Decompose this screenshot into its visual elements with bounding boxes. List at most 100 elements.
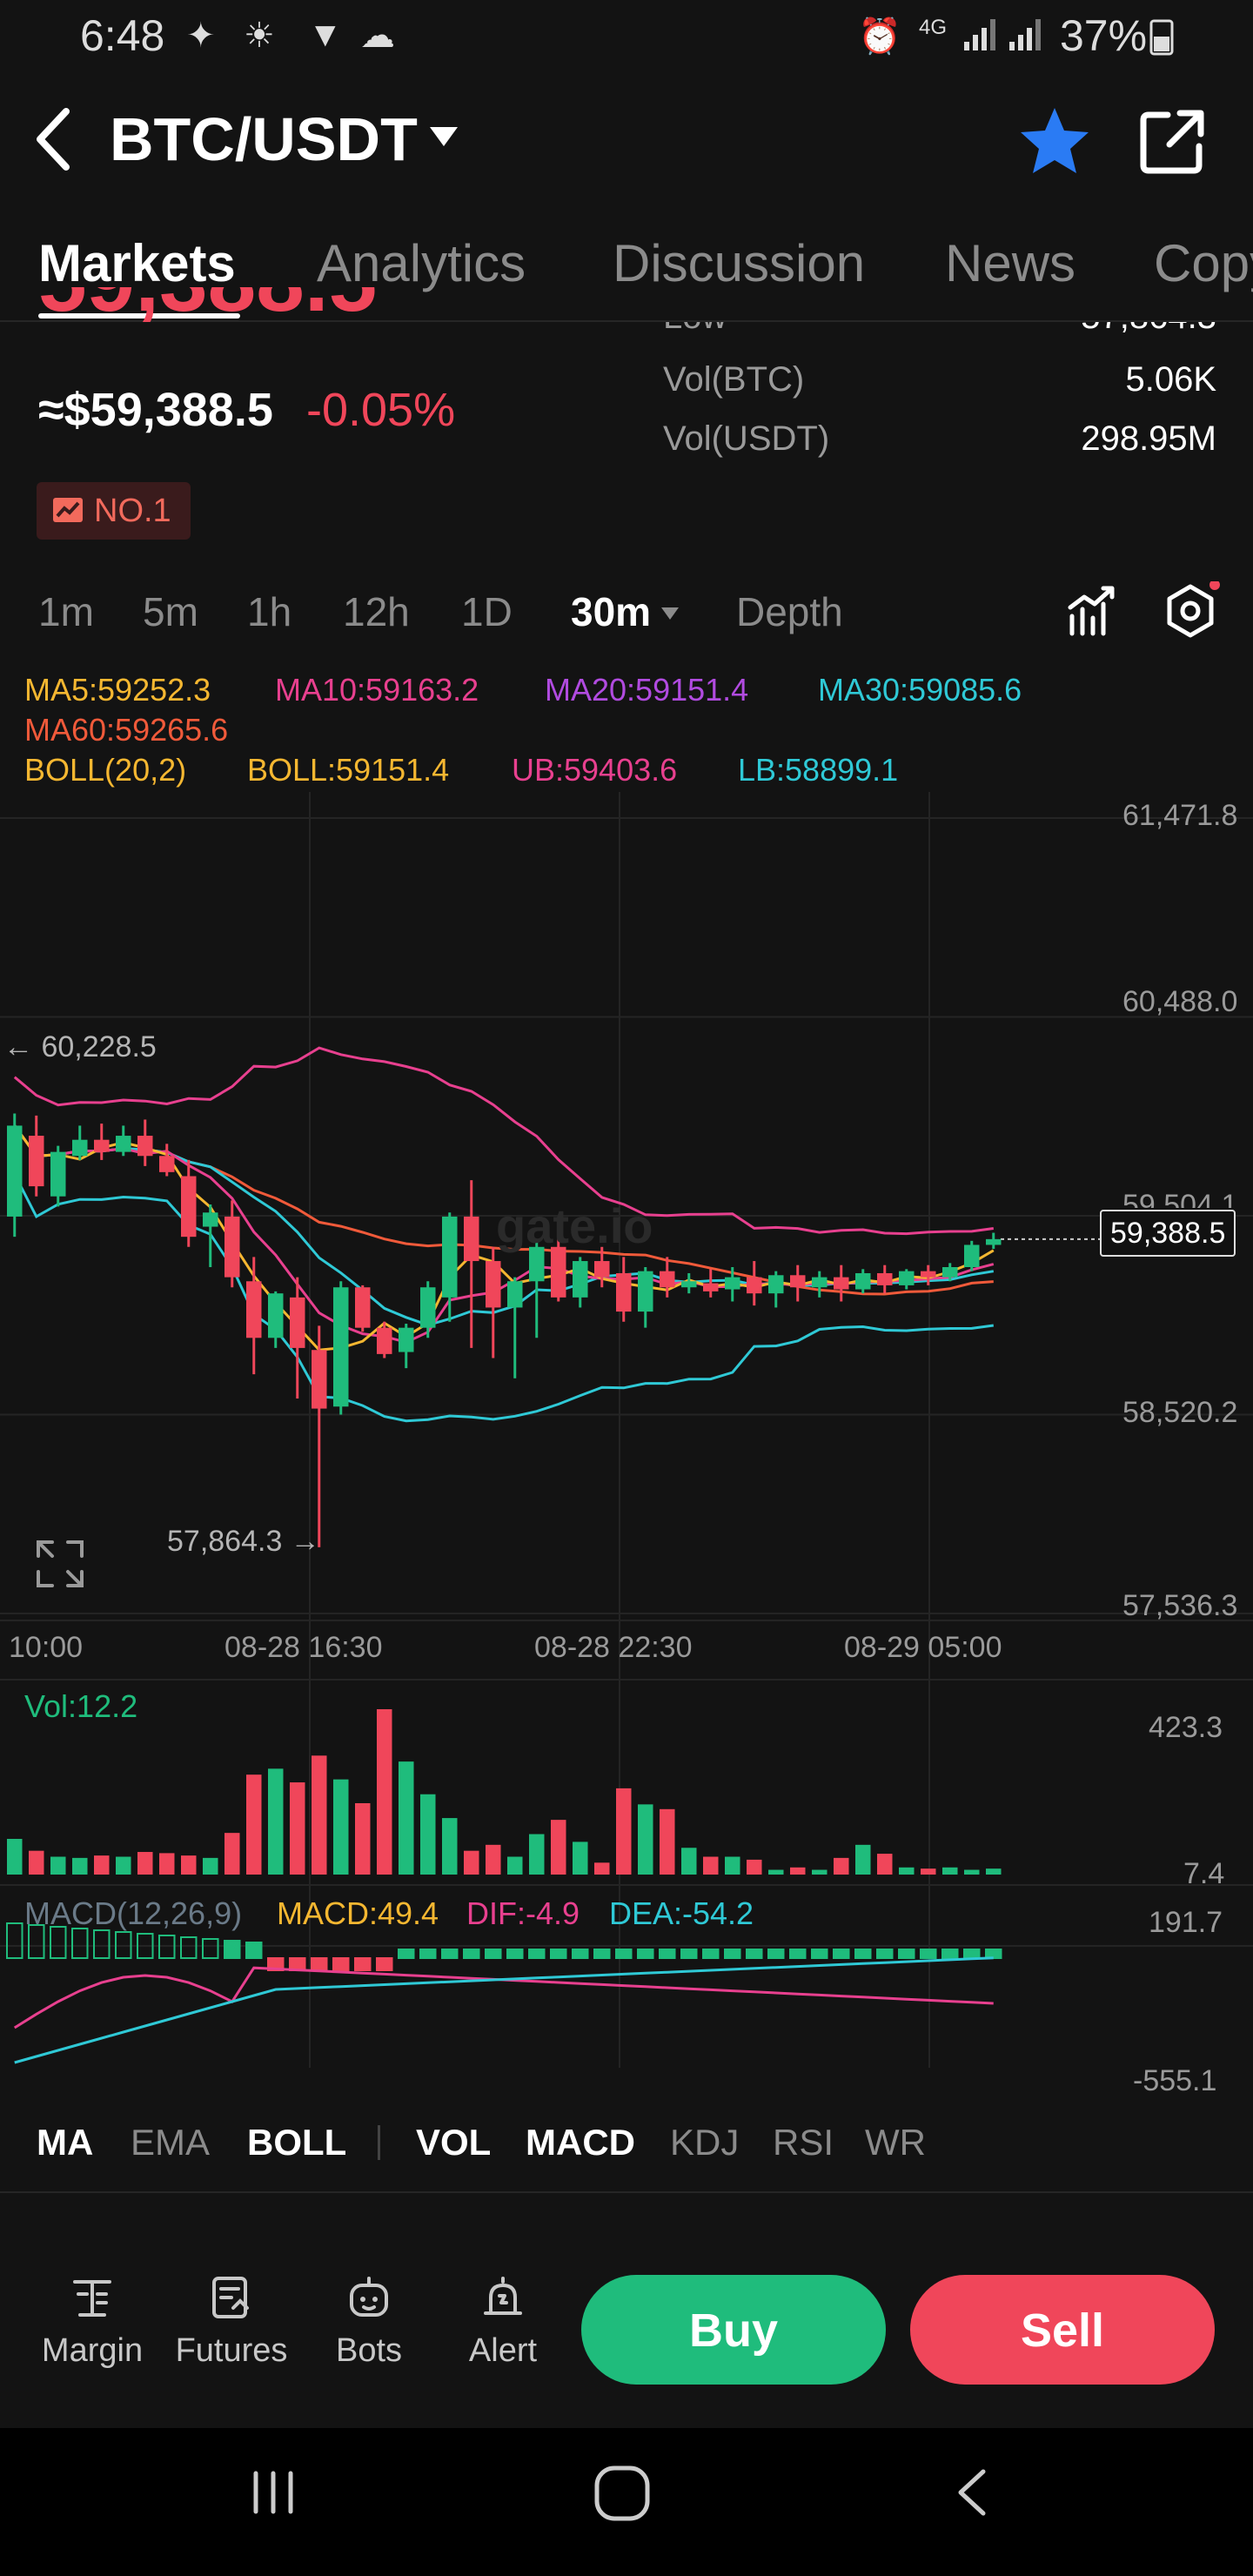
candle-body	[420, 1287, 436, 1328]
volume-bar	[399, 1761, 414, 1875]
status-bar: 6:48 ✦ ☀ ▼ ☁ ⏰ 4G 37%	[0, 0, 1253, 73]
tab-news[interactable]: News	[945, 234, 1076, 292]
legend-ma20: MA20:59151.4	[545, 672, 749, 708]
chevron-down-icon[interactable]	[426, 124, 461, 150]
back-nav-icon[interactable]	[950, 2466, 994, 2519]
usd-price: ≈$59,388.5	[38, 384, 273, 436]
volume-bar	[725, 1856, 740, 1875]
candle-body	[594, 1261, 610, 1278]
ind-tab-kdj[interactable]: KDJ	[670, 2122, 740, 2163]
x-tick: 08-29 05:00	[844, 1631, 1002, 1664]
volume-bar	[703, 1856, 719, 1875]
rank-badge[interactable]: NO.1	[37, 482, 191, 540]
volume-bar	[290, 1782, 305, 1875]
buy-button[interactable]: Buy	[581, 2275, 886, 2385]
futures-label: Futures	[175, 2332, 288, 2369]
candle-body	[529, 1246, 545, 1282]
macd-histogram-bar	[202, 1938, 219, 1959]
volume-bar	[921, 1868, 936, 1875]
ind-tab-ma[interactable]: MA	[37, 2122, 94, 2163]
volume-bar	[594, 1862, 610, 1875]
recent-apps-icon[interactable]	[247, 2466, 299, 2519]
ind-tab-macd[interactable]: MACD	[526, 2122, 635, 2163]
volume-bar	[660, 1808, 675, 1875]
macd-histogram-bar	[267, 1957, 285, 1971]
interval-depth[interactable]: Depth	[736, 589, 843, 634]
macd-histogram-bar	[398, 1949, 415, 1959]
macd-histogram-bar	[50, 1926, 67, 1959]
back-arrow-icon[interactable]	[31, 106, 75, 172]
tabs-divider	[0, 320, 1253, 322]
favorite-star-icon[interactable]	[1018, 104, 1091, 178]
candle-body	[29, 1136, 44, 1187]
volume-bar	[181, 1855, 197, 1875]
ind-tab-boll[interactable]: BOLL	[247, 2122, 347, 2163]
weather-icon: ☀	[244, 17, 275, 55]
interval-1d[interactable]: 1D	[461, 589, 513, 634]
volume-bar	[312, 1755, 327, 1875]
candle-body	[507, 1281, 523, 1308]
low-label: Low	[663, 322, 727, 337]
candle-body	[899, 1271, 915, 1285]
chart-settings-icon[interactable]	[1161, 581, 1220, 641]
dea-line	[14, 1956, 994, 2064]
status-time: 6:48	[80, 11, 165, 60]
interval-12h[interactable]: 12h	[343, 589, 410, 634]
legend-ub: UB:59403.6	[512, 752, 678, 788]
macd-histogram-bar	[137, 1933, 154, 1959]
candle-body	[181, 1176, 197, 1238]
alarm-bell-icon	[484, 2277, 522, 2315]
app-notification-icon: ▼	[308, 16, 343, 54]
candle-body	[290, 1297, 305, 1348]
interval-1h[interactable]: 1h	[247, 589, 292, 634]
macd-histogram-bar	[680, 1949, 698, 1959]
home-icon[interactable]	[592, 2463, 653, 2524]
x-tick: 08-28 22:30	[534, 1631, 693, 1664]
volume-bar	[203, 1857, 218, 1875]
volume-bar	[616, 1788, 632, 1875]
tab-copy[interactable]: Copy	[1154, 234, 1253, 292]
tab-markets[interactable]: Markets	[38, 234, 236, 292]
tab-discussion[interactable]: Discussion	[613, 234, 866, 292]
ma5-line	[13, 1124, 995, 1352]
macd-histogram-bar	[920, 1949, 937, 1959]
candle-body	[355, 1287, 371, 1328]
alert-action[interactable]: Alert	[442, 2273, 564, 2370]
interval-dropdown-icon[interactable]	[660, 606, 680, 621]
bots-icon	[350, 2277, 388, 2317]
low-marker: 57,864.3 →	[167, 1525, 320, 1558]
candle-body	[986, 1238, 1002, 1245]
interval-1m[interactable]: 1m	[38, 589, 94, 634]
ind-tab-wr[interactable]: WR	[865, 2122, 926, 2163]
macd-histogram-bar	[28, 1924, 45, 1959]
interval-30m[interactable]: 30m	[571, 589, 652, 634]
share-icon[interactable]	[1136, 106, 1208, 178]
volume-bar	[268, 1768, 284, 1875]
legend-lb: LB:58899.1	[738, 752, 899, 788]
volume-bar	[812, 1869, 828, 1875]
bots-action[interactable]: Bots	[308, 2273, 430, 2370]
candle-body	[964, 1244, 980, 1268]
margin-action[interactable]: Margin	[31, 2273, 153, 2370]
indicator-settings-icon[interactable]	[1065, 583, 1121, 639]
ind-tab-vol[interactable]: VOL	[416, 2122, 492, 2163]
candle-body	[137, 1136, 153, 1157]
volume-bar	[942, 1867, 958, 1875]
macd-histogram-bar	[593, 1949, 611, 1959]
ind-tab-ema[interactable]: EMA	[131, 2122, 211, 2163]
candle-body	[442, 1216, 458, 1298]
volume-bar	[768, 1869, 784, 1875]
interval-5m[interactable]: 5m	[143, 589, 198, 634]
chart-up-icon	[53, 497, 83, 522]
fullscreen-icon[interactable]	[35, 1539, 85, 1589]
watermark: gate.io	[496, 1198, 653, 1253]
futures-action[interactable]: Futures	[171, 2273, 292, 2370]
ind-tab-rsi[interactable]: RSI	[773, 2122, 834, 2163]
tab-analytics[interactable]: Analytics	[317, 234, 526, 292]
sell-button[interactable]: Sell	[910, 2275, 1215, 2385]
pair-selector[interactable]: BTC/USDT	[110, 105, 418, 173]
candle-body	[7, 1125, 23, 1217]
kline-chart[interactable]	[0, 792, 1253, 2089]
macd-histogram-bar	[789, 1949, 807, 1959]
candle-body	[268, 1293, 284, 1338]
